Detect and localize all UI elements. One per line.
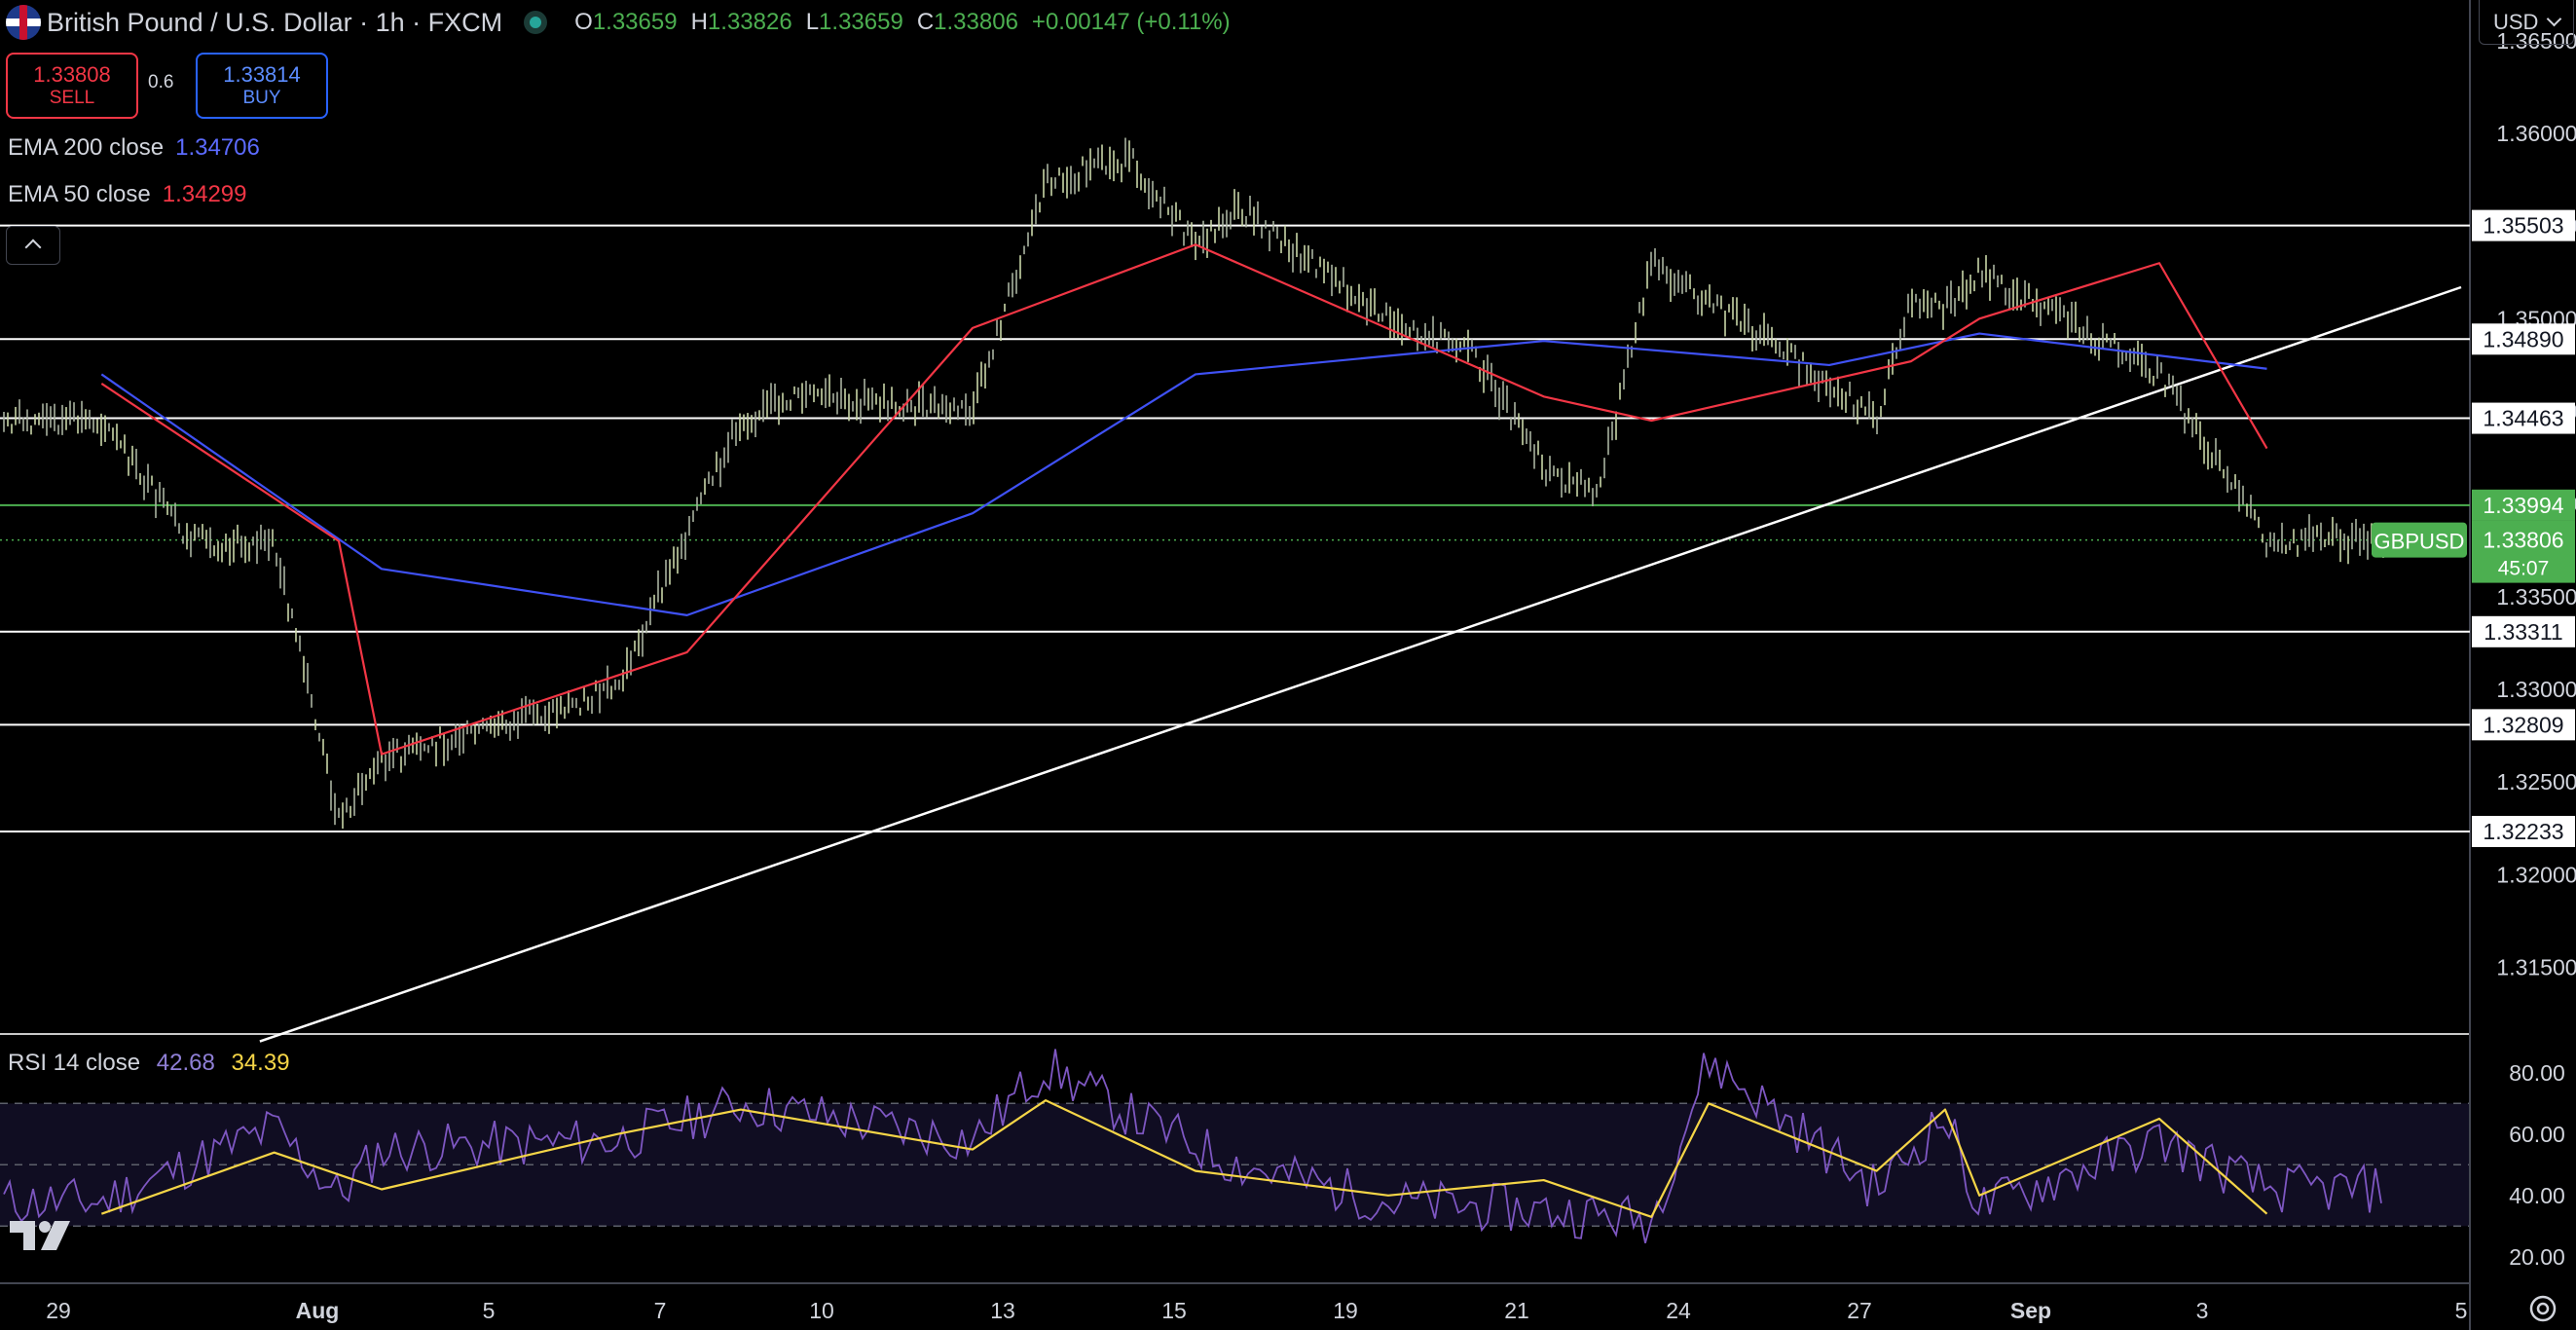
rsi-line	[3, 1049, 2382, 1243]
time-axis-tick-label: 7	[654, 1298, 667, 1323]
green-level-axis-label-bg	[2472, 489, 2575, 521]
buy-price: 1.33814	[223, 62, 301, 87]
level-axis-label: 1.32233	[2483, 819, 2563, 844]
currency-select[interactable]: USD	[2479, 0, 2574, 45]
symbol-tag-bg	[2372, 522, 2467, 558]
level-axis-label: 1.35503	[2483, 213, 2563, 239]
ema200-label: EMA 200 close	[8, 134, 165, 161]
countdown-label: 45:07	[2498, 558, 2550, 580]
sell-price: 1.33808	[33, 62, 111, 87]
trend-line[interactable]	[259, 285, 2462, 1043]
last-price-label: 1.33806	[2483, 528, 2563, 553]
level-axis-label-bg	[2472, 815, 2575, 847]
ema50-legend[interactable]: EMA 50 close 1.34299	[8, 181, 247, 208]
chart-header: British Pound / U.S. Dollar · 1h · FXCM …	[0, 0, 1244, 45]
sell-label: SELL	[49, 88, 95, 108]
tradingview-logo-icon[interactable]	[10, 1219, 72, 1252]
symbol-tag-label: GBPUSD	[2374, 530, 2465, 554]
settings-gear-icon[interactable]	[2525, 1291, 2560, 1326]
rsi-label: RSI 14 close	[8, 1050, 141, 1076]
price-axis-tick-label: 1.36000	[2496, 121, 2576, 146]
ema200-value: 1.34706	[175, 134, 260, 161]
time-axis-tick-label: Sep	[2010, 1298, 2051, 1323]
level-axis-label: 1.32809	[2483, 712, 2563, 737]
level-axis-label: 1.34890	[2483, 326, 2563, 351]
level-axis-label-bg	[2472, 709, 2575, 741]
time-axis-tick-label: 19	[1333, 1298, 1358, 1323]
price-axis-tick-label: 1.32000	[2496, 862, 2576, 887]
level-axis-label: 1.33311	[2484, 619, 2562, 645]
ema50-label: EMA 50 close	[8, 181, 151, 207]
spread-value: 0.6	[148, 72, 174, 92]
time-axis-tick-label: 29	[46, 1298, 71, 1323]
rsi-axis-tick-label: 60.00	[2509, 1122, 2565, 1147]
gbp-usd-flag-icon	[6, 5, 41, 40]
price-axis-tick-label: 1.31500	[2496, 954, 2576, 979]
rsi-axis-tick-label: 40.00	[2509, 1183, 2565, 1208]
level-axis-label-bg	[2472, 323, 2575, 355]
rsi-ma-line	[100, 1099, 2268, 1218]
rsi-value: 42.68	[156, 1050, 215, 1076]
green-level-axis-label: 1.33994	[2483, 493, 2563, 518]
rsi-axis-tick-label: 80.00	[2509, 1060, 2565, 1086]
rsi-legend[interactable]: RSI 14 close 42.68 34.39	[8, 1050, 290, 1077]
ema50-value: 1.34299	[162, 181, 247, 207]
sell-button[interactable]: 1.33808 SELL	[6, 53, 138, 119]
time-axis-tick-label: 10	[809, 1298, 834, 1323]
symbol-title[interactable]: British Pound / U.S. Dollar · 1h · FXCM	[47, 7, 503, 37]
change-value: +0.00147 (+0.11%)	[1031, 9, 1231, 35]
ema200-legend[interactable]: EMA 200 close 1.34706	[8, 134, 260, 162]
time-axis-tick-label: 24	[1666, 1298, 1691, 1323]
time-axis-tick-label: 3	[2196, 1298, 2209, 1323]
time-axis-tick-label: 15	[1161, 1298, 1187, 1323]
level-axis-label-bg	[2472, 402, 2575, 434]
market-open-status-icon	[530, 17, 542, 28]
last-price-tag	[2472, 520, 2575, 583]
level-axis-label-bg	[2472, 209, 2575, 241]
time-axis-tick-label: 5	[2455, 1298, 2468, 1323]
time-axis-tick-label: Aug	[296, 1298, 340, 1323]
collapse-legend-button[interactable]	[6, 226, 60, 265]
price-axis-tick-label: 1.33500	[2496, 584, 2576, 610]
rsi-ma-value: 34.39	[231, 1050, 290, 1076]
level-axis-label: 1.34463	[2483, 406, 2563, 431]
rsi-axis-tick-label: 20.00	[2509, 1244, 2565, 1270]
ema200-line	[100, 332, 2267, 616]
level-axis-label-bg	[2472, 615, 2575, 647]
price-axis-tick-label: 1.32500	[2496, 769, 2576, 794]
ohlc-values: O 1.33659 H 1.33826 L 1.33659 C 1.33806 +0.0…	[574, 9, 1231, 35]
time-axis-tick-label: 5	[483, 1298, 496, 1323]
price-bars	[3, 137, 2384, 830]
time-axis-tick-label: 13	[990, 1298, 1015, 1323]
time-axis-tick-label: 21	[1504, 1298, 1529, 1323]
buy-button[interactable]: 1.33814 BUY	[196, 53, 328, 119]
time-axis-tick-label: 27	[1847, 1298, 1872, 1323]
ema50-line	[100, 243, 2268, 756]
price-axis-tick-label: 1.33000	[2496, 677, 2576, 702]
buy-label: BUY	[242, 88, 281, 108]
